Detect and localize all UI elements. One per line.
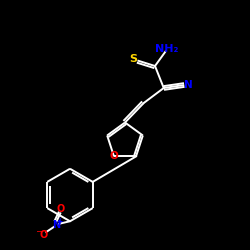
Text: N: N [184, 80, 193, 90]
Text: +: + [56, 216, 63, 226]
Text: O: O [57, 204, 65, 214]
Text: N: N [52, 220, 60, 230]
Text: O: O [39, 230, 48, 239]
Text: S: S [129, 54, 137, 64]
Text: O: O [110, 152, 118, 162]
Text: −: − [35, 226, 42, 235]
Text: NH₂: NH₂ [155, 44, 178, 54]
